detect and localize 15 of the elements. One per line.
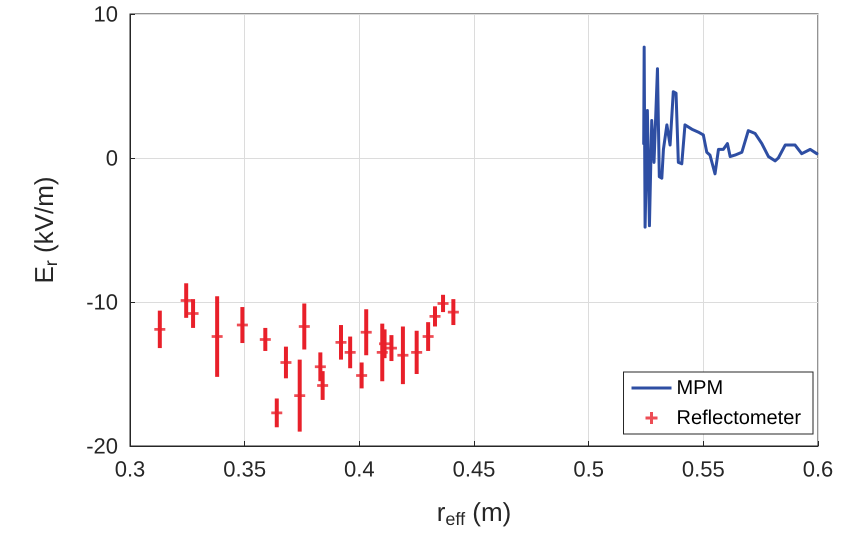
x-tick-label: 0.4 (344, 456, 375, 482)
x-tick-label: 0.35 (223, 456, 266, 482)
x-tick-label: 0.5 (573, 456, 604, 482)
x-tick-label: 0.3 (114, 456, 146, 482)
x-tick-label: 0.45 (452, 456, 496, 482)
y-tick-label: -10 (86, 290, 118, 314)
x-tick-label: 0.55 (682, 456, 725, 482)
legend-label: MPM (676, 377, 724, 399)
line-series (642, 46, 818, 229)
legend-label: Reflectometer (676, 407, 802, 429)
y-tick-label: -20 (86, 434, 118, 458)
y-tick-label: 10 (94, 2, 118, 26)
y-tick-label: 0 (106, 146, 118, 170)
y-axis-title: Er (kV/m) (29, 176, 61, 284)
x-tick-label: 0.6 (802, 456, 834, 482)
